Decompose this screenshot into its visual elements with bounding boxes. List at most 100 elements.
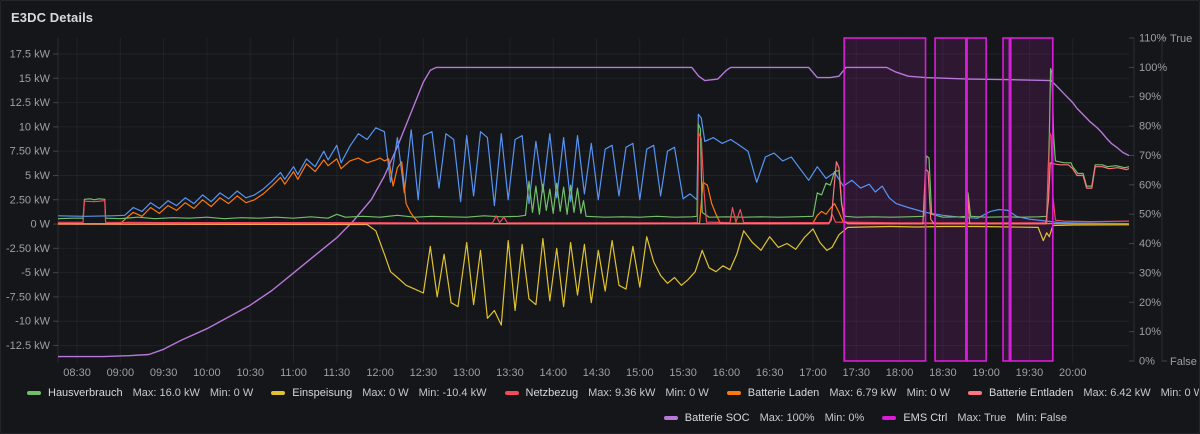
series-batterie-soc xyxy=(58,66,1129,358)
legend-item-netzbezug[interactable]: Netzbezug Max: 9.36 kW Min: 0 W xyxy=(504,387,709,399)
svg-text:18:00: 18:00 xyxy=(886,367,914,379)
svg-text:80%: 80% xyxy=(1139,121,1161,133)
series-color-marker-icon xyxy=(27,391,41,395)
svg-text:False: False xyxy=(1170,356,1197,368)
legend-min-value: Min: 0 W xyxy=(1160,387,1200,399)
series-color-marker-icon xyxy=(504,391,519,395)
svg-text:5 kW: 5 kW xyxy=(25,170,51,182)
legend-min-value: Min: 0% xyxy=(824,412,865,424)
legend-max-value: Max: True xyxy=(957,412,1007,424)
svg-text:True: True xyxy=(1170,33,1192,45)
svg-text:50%: 50% xyxy=(1139,209,1161,221)
svg-text:13:30: 13:30 xyxy=(496,367,524,379)
panel-title[interactable]: E3DC Details xyxy=(11,9,94,25)
series-color-marker-icon xyxy=(663,416,678,420)
svg-text:12.5 kW: 12.5 kW xyxy=(10,97,51,109)
series-hausverbrauch xyxy=(58,67,1129,220)
svg-text:0 W: 0 W xyxy=(30,219,50,231)
series-pv-produktion xyxy=(58,113,1129,225)
svg-text:7.50 kW: 7.50 kW xyxy=(10,146,51,158)
svg-text:0%: 0% xyxy=(1139,356,1155,368)
legend-max-value: Max: 16.0 kW xyxy=(132,387,200,399)
svg-text:10 kW: 10 kW xyxy=(19,121,51,133)
svg-text:11:30: 11:30 xyxy=(323,367,350,379)
ems-ctrl-region-border xyxy=(843,37,1054,362)
svg-text:14:30: 14:30 xyxy=(583,367,611,379)
series-color-marker-icon xyxy=(967,391,982,395)
svg-text:09:30: 09:30 xyxy=(150,367,178,379)
legend-series-label[interactable]: Netzbezug xyxy=(525,387,579,399)
svg-text:-12.5 kW: -12.5 kW xyxy=(6,340,51,352)
legend-max-value: Max: 9.36 kW xyxy=(588,387,656,399)
legend-min-value: Min: -10.4 kW xyxy=(418,387,487,399)
legend-min-value: Min: 0 W xyxy=(906,387,950,399)
legend-series-label[interactable]: Einspeisung xyxy=(292,387,353,399)
svg-text:20:00: 20:00 xyxy=(1059,367,1087,379)
series-color-marker-icon xyxy=(726,391,741,395)
svg-text:-5 kW: -5 kW xyxy=(21,267,50,279)
legend-series-label[interactable]: Batterie Laden xyxy=(747,387,820,399)
legend-item-batterie-laden[interactable]: Batterie Laden Max: 6.79 kW Min: 0 W xyxy=(726,387,950,399)
svg-text:18:30: 18:30 xyxy=(929,367,957,379)
series-lines xyxy=(58,66,1129,358)
svg-text:60%: 60% xyxy=(1139,179,1161,191)
legend-item-ems-ctrl[interactable]: EMS Ctrl Max: True Min: False xyxy=(882,412,1067,424)
svg-text:12:00: 12:00 xyxy=(366,367,394,379)
axes xyxy=(57,38,1163,363)
ems-ctrl-region-fill xyxy=(844,38,1053,361)
legend-min-value: Min: 0 W xyxy=(209,387,254,399)
svg-text:-10 kW: -10 kW xyxy=(15,316,50,328)
svg-text:10%: 10% xyxy=(1139,326,1161,338)
y-axis-kw-labels: 17.5 kW 15 kW 12.5 kW 10 kW 7.50 kW 5 kW 2.50 … xyxy=(6,49,58,352)
legend-row-1: Hausverbrauch Max: 16.0 kW Min: 0 W Einspei… xyxy=(1,381,1199,405)
legend-max-value: Max: 100% xyxy=(759,412,815,424)
legend-item-batterie-entladen[interactable]: Batterie Entladen Max: 6.42 kW Min: 0 W xyxy=(967,387,1200,399)
svg-text:2.50 kW: 2.50 kW xyxy=(10,194,51,206)
legend-max-value: Max: 6.42 kW xyxy=(1083,387,1151,399)
series-color-marker-icon xyxy=(271,391,286,395)
svg-text:90%: 90% xyxy=(1139,91,1161,103)
svg-text:11:00: 11:00 xyxy=(280,367,307,379)
svg-text:17.5 kW: 17.5 kW xyxy=(10,49,51,61)
svg-text:70%: 70% xyxy=(1139,150,1161,162)
x-axis-labels: 08:30 09:00 09:30 10:00 10:30 11:00 11:30 12:00… xyxy=(63,367,1086,379)
svg-text:16:00: 16:00 xyxy=(713,367,741,379)
svg-text:14:00: 14:00 xyxy=(539,367,567,379)
svg-text:10:00: 10:00 xyxy=(193,367,221,379)
svg-text:30%: 30% xyxy=(1139,267,1161,279)
legend-max-value: Max: 6.79 kW xyxy=(829,387,897,399)
legend-series-label[interactable]: Hausverbrauch xyxy=(48,387,123,399)
series-batterie-entladen xyxy=(58,161,1129,225)
legend-series-label[interactable]: EMS Ctrl xyxy=(903,412,948,424)
y-axis-percent-labels: 110% 100% 90% 80% 70% 60% 50% 40% 30% 20% 10% 0% xyxy=(1129,33,1167,368)
svg-text:15:00: 15:00 xyxy=(626,367,654,379)
svg-text:17:30: 17:30 xyxy=(843,367,871,379)
svg-text:20%: 20% xyxy=(1139,297,1161,309)
svg-text:16:30: 16:30 xyxy=(756,367,784,379)
y-axis-bool-labels: True False xyxy=(1162,33,1197,368)
svg-text:40%: 40% xyxy=(1139,238,1161,250)
svg-text:100%: 100% xyxy=(1139,62,1167,74)
series-color-marker-icon xyxy=(882,416,897,420)
svg-text:-7.50 kW: -7.50 kW xyxy=(6,291,51,303)
svg-text:110%: 110% xyxy=(1139,33,1167,45)
svg-text:19:30: 19:30 xyxy=(1016,367,1044,379)
legend-row-2: Batterie SOC Max: 100% Min: 0% EMS Ctrl Max:… xyxy=(1,406,1199,430)
legend-item-einspeisung[interactable]: Einspeisung Max: 0 W Min: -10.4 kW xyxy=(271,387,487,399)
svg-text:15:30: 15:30 xyxy=(669,367,697,379)
legend-min-value: Min: False xyxy=(1016,412,1067,424)
legend-min-value: Min: 0 W xyxy=(665,387,709,399)
svg-text:13:00: 13:00 xyxy=(453,367,481,379)
legend-item-hausverbrauch[interactable]: Hausverbrauch Max: 16.0 kW Min: 0 W xyxy=(27,387,253,399)
legend-series-label[interactable]: Batterie SOC xyxy=(684,412,750,424)
legend-max-value: Max: 0 W xyxy=(362,387,409,399)
legend-series-label[interactable]: Batterie Entladen xyxy=(988,387,1074,399)
svg-text:15 kW: 15 kW xyxy=(19,73,51,85)
legend-item-batterie-soc[interactable]: Batterie SOC Max: 100% Min: 0% xyxy=(663,412,865,424)
legend: Hausverbrauch Max: 16.0 kW Min: 0 W Einspei… xyxy=(1,381,1199,430)
svg-text:19:00: 19:00 xyxy=(972,367,1000,379)
grid xyxy=(58,38,1129,363)
time-series-chart[interactable]: 17.5 kW 15 kW 12.5 kW 10 kW 7.50 kW 5 kW 2.50 … xyxy=(1,1,1199,381)
panel-header: E3DC Details xyxy=(11,7,93,27)
